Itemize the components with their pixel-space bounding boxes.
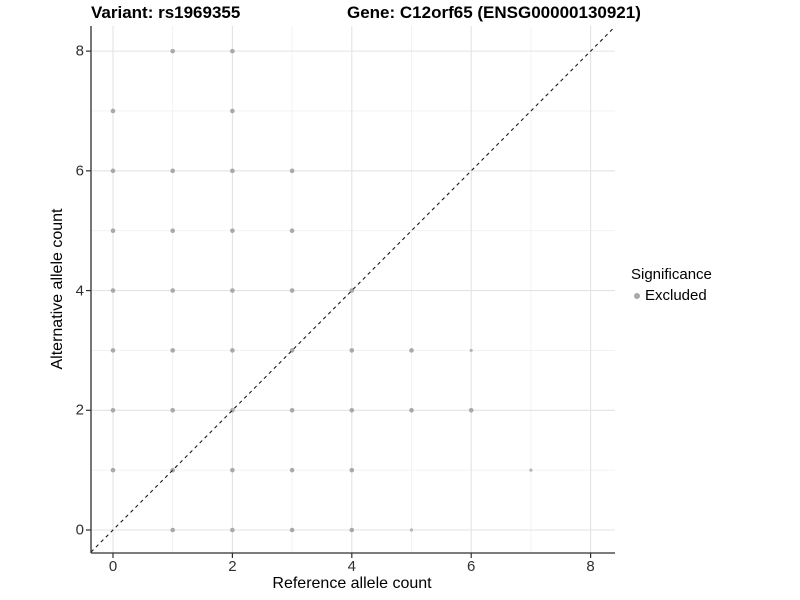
legend: Significance Excluded: [630, 266, 712, 304]
data-point: [170, 288, 175, 293]
data-point: [289, 228, 295, 233]
x-tick-label: 8: [586, 558, 595, 575]
data-point: [170, 407, 175, 413]
data-point: [349, 407, 355, 413]
variant-title: Variant: rs1969355: [91, 3, 241, 22]
data-point: [110, 407, 116, 413]
data-point: [230, 48, 235, 54]
legend-item-label: Excluded: [645, 287, 707, 304]
data-point: [230, 228, 235, 233]
legend-title: Significance: [631, 266, 712, 283]
data-point: [110, 168, 116, 174]
data-point: [110, 228, 116, 233]
data-point: [170, 348, 175, 353]
gene-title: Gene: C12orf65 (ENSG00000130921): [347, 3, 641, 22]
data-point: [230, 168, 235, 174]
data-point: [349, 348, 355, 353]
data-point: [110, 288, 116, 293]
reference-line-y-equals-x: [90, 26, 616, 553]
data-point: [110, 467, 116, 473]
data-point: [230, 348, 235, 353]
data-point: [409, 407, 414, 413]
data-point: [230, 108, 235, 114]
y-tick-label: 4: [75, 282, 84, 300]
data-point: [170, 168, 175, 174]
data-point-small: [409, 528, 414, 532]
data-point: [409, 348, 414, 353]
data-point: [170, 527, 175, 533]
x-tick-label: 6: [467, 558, 476, 575]
data-point: [289, 288, 295, 293]
x-tick-label: 0: [108, 558, 118, 575]
data-point: [230, 527, 235, 533]
data-point: [230, 288, 235, 293]
x-tick-label: 4: [347, 558, 356, 575]
y-tick-label: 2: [75, 401, 84, 419]
data-point: [289, 407, 295, 413]
data-point: [349, 288, 355, 293]
data-point: [289, 467, 295, 473]
data-point: [170, 228, 175, 233]
data-point-small: [529, 468, 533, 472]
data-point: [289, 168, 295, 174]
y-tick-label: 8: [75, 42, 84, 60]
legend-item-excluded: Excluded: [630, 287, 712, 304]
data-point: [349, 527, 355, 533]
data-point: [230, 467, 235, 473]
legend-point-icon: [634, 292, 640, 299]
data-point: [110, 108, 116, 114]
data-point: [349, 467, 355, 473]
data-point: [468, 407, 474, 413]
x-tick-label: 2: [228, 558, 237, 575]
x-axis-title: Reference allele count: [272, 575, 432, 592]
data-point: [289, 527, 295, 533]
data-point: [110, 348, 116, 353]
y-tick-label: 0: [75, 521, 84, 539]
data-point-small: [469, 348, 473, 353]
data-point: [170, 48, 175, 54]
y-tick-label: 6: [75, 162, 84, 180]
